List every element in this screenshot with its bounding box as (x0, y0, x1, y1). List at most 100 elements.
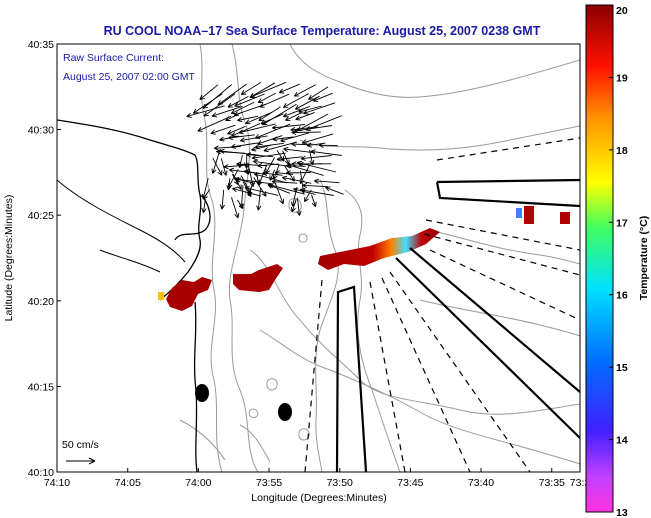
colorbar-label: Temperature (°C) (638, 216, 650, 301)
current-vector (285, 112, 302, 121)
current-vector (293, 84, 316, 97)
current-vector (254, 142, 284, 150)
contour-line (315, 179, 339, 472)
y-tick-label: 40:30 (28, 125, 54, 137)
colorbar-tick-label: 13 (616, 507, 628, 518)
colorbar (585, 4, 614, 513)
current-vector (213, 145, 241, 151)
bay-shoreline (57, 179, 186, 273)
current-vector (281, 175, 312, 184)
x-tick-label: 74:00 (185, 477, 211, 489)
current-vector (325, 186, 344, 195)
x-tick-label: 73:35 (539, 477, 565, 489)
current-vector (257, 92, 277, 104)
colorbar-tick-label: 14 (616, 435, 628, 447)
x-tick-label: 74:05 (115, 477, 141, 489)
current-scale-label: 50 cm/s (62, 439, 99, 451)
sst-patch (233, 264, 283, 292)
current-vector (282, 150, 290, 165)
current-vector (271, 124, 306, 131)
y-tick-label: 40:25 (28, 210, 54, 222)
contour-line (288, 198, 308, 243)
current-vector (231, 197, 240, 219)
current-vector (304, 189, 312, 203)
current-vector (240, 82, 262, 95)
y-axis-ticks: 40:10 40:15 40:20 40:25 40:30 40:35 (28, 39, 61, 479)
current-vector (280, 132, 310, 143)
current-vector (300, 155, 332, 161)
buoy-marker (278, 403, 292, 421)
current-vector (247, 162, 255, 187)
colorbar-tick-label: 15 (616, 362, 628, 374)
current-vector (186, 105, 225, 118)
sst-patch (560, 212, 570, 224)
x-tick-label: 73:3 (570, 477, 591, 489)
current-vector (278, 83, 300, 94)
current-vector (240, 175, 252, 194)
current-vector (295, 111, 315, 121)
current-vector (302, 182, 329, 189)
current-vector (299, 165, 310, 185)
current-vector (253, 159, 292, 168)
y-tick-label: 40:15 (28, 381, 54, 393)
buoy-marker (195, 384, 209, 402)
colorbar-tick-label: 16 (616, 290, 628, 302)
current-vector (226, 178, 232, 191)
current-vector (297, 160, 337, 173)
x-tick-label: 73:40 (468, 477, 494, 489)
x-axis-label: Longitude (Degrees:Minutes) (251, 492, 386, 504)
plot-background (57, 44, 580, 472)
y-axis-label: Latitude (Degrees:Minutes) (3, 195, 15, 322)
coverage-solid-line (335, 285, 368, 472)
current-vector (272, 164, 280, 180)
x-tick-label: 73:55 (256, 477, 282, 489)
bathymetry-contours (179, 44, 580, 472)
current-vector (227, 125, 246, 135)
y-tick-label: 40:10 (28, 467, 54, 479)
contour-line (344, 189, 401, 472)
x-tick-label: 73:45 (397, 477, 423, 489)
current-vector (231, 173, 239, 185)
contour-line (199, 44, 223, 472)
current-vector (260, 113, 284, 125)
current-vector (237, 115, 259, 123)
current-vector (257, 135, 283, 146)
current-vector (234, 93, 265, 107)
sst-patch (524, 206, 534, 224)
sst-patch (166, 277, 212, 311)
current-vector (308, 86, 329, 100)
current-vector (310, 149, 342, 156)
chart-title: RU COOL NOAA–17 Sea Surface Temperature:… (104, 24, 541, 38)
current-vector (237, 155, 244, 168)
current-vector (219, 189, 225, 210)
current-vector (265, 157, 275, 174)
x-tick-label: 73:50 (327, 477, 353, 489)
current-vector (309, 150, 315, 166)
contour-line (249, 249, 580, 415)
current-vector (203, 93, 236, 117)
current-vector (232, 187, 262, 197)
current-vector (311, 194, 317, 208)
current-vector (249, 81, 287, 99)
radar-coverage-lines (304, 137, 580, 472)
contour-line (228, 44, 259, 472)
current-vector (210, 124, 236, 135)
current-vector (225, 111, 243, 122)
contour-line (429, 229, 580, 265)
sst-patches (158, 206, 570, 311)
y-tick-label: 40:35 (28, 39, 54, 51)
current-vector (244, 162, 250, 175)
current-vector (255, 171, 261, 185)
contour-line (299, 125, 580, 151)
current-vector (220, 158, 228, 176)
current-vector (245, 111, 273, 125)
plot-frame (56, 43, 581, 473)
x-axis-ticks: 74:10 74:05 74:00 73:55 73:50 73:45 73:40 73:35… (44, 468, 591, 489)
current-vector (284, 165, 295, 182)
current-vector (268, 183, 305, 195)
current-annotation-line2: August 25, 2007 02:00 GMT (63, 71, 196, 83)
current-vector (274, 182, 285, 205)
current-vector (192, 93, 223, 114)
current-vector (228, 134, 255, 141)
